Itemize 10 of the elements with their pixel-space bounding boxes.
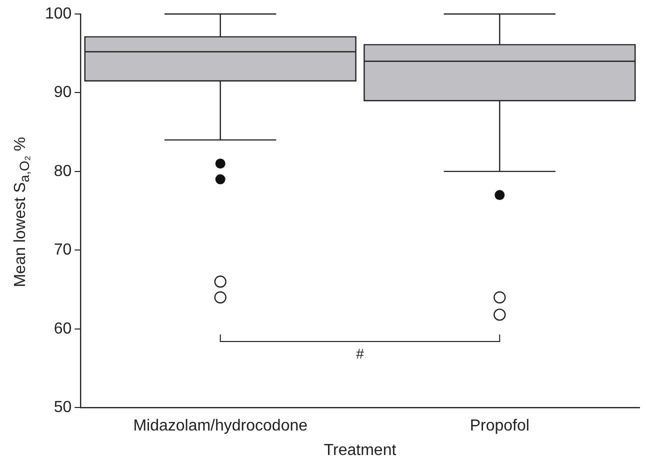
y-tick-label: 60 [54, 320, 72, 338]
y-tick-label: 50 [54, 399, 72, 416]
y-tick-label: 90 [54, 84, 72, 102]
x-axis-title: Treatment [324, 442, 397, 459]
y-tick-label: 70 [54, 242, 72, 259]
y-tick-label: 100 [44, 5, 72, 22]
y-tick-label: 80 [54, 162, 72, 180]
x-tick-label: Propofol [470, 418, 530, 435]
x-tick-label: Midazolam/hydrocodone [133, 418, 308, 435]
annotation: # [356, 345, 364, 362]
